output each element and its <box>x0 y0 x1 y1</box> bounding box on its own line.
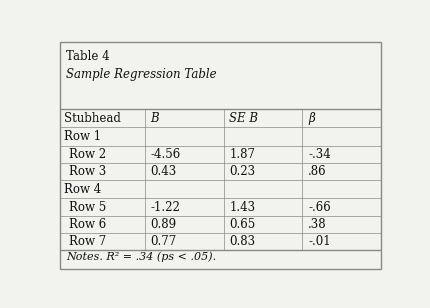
Text: 0.65: 0.65 <box>229 218 255 231</box>
Text: 0.23: 0.23 <box>229 165 255 178</box>
Text: Row 6: Row 6 <box>69 218 107 231</box>
Text: Row 5: Row 5 <box>69 201 107 214</box>
Text: B: B <box>150 112 159 125</box>
Text: Stubhead: Stubhead <box>64 112 120 125</box>
Text: Sample Regression Table: Sample Regression Table <box>66 68 216 81</box>
Text: Notes. R² = .34 (ps < .05).: Notes. R² = .34 (ps < .05). <box>66 252 216 262</box>
Text: -.66: -.66 <box>308 201 331 214</box>
Text: 0.43: 0.43 <box>150 165 177 178</box>
Text: Row 7: Row 7 <box>69 235 107 248</box>
Text: Row 1: Row 1 <box>64 130 101 143</box>
Text: SE B: SE B <box>229 112 258 125</box>
Text: .86: .86 <box>308 165 327 178</box>
Text: -.34: -.34 <box>308 148 331 161</box>
Text: .38: .38 <box>308 218 327 231</box>
Text: Row 2: Row 2 <box>69 148 107 161</box>
Text: Table 4: Table 4 <box>66 50 109 63</box>
Text: 1.87: 1.87 <box>229 148 255 161</box>
Text: 1.43: 1.43 <box>229 201 255 214</box>
Text: -1.22: -1.22 <box>150 201 181 214</box>
Text: 0.77: 0.77 <box>150 235 177 248</box>
Text: Row 4: Row 4 <box>64 183 101 196</box>
Text: Row 3: Row 3 <box>69 165 107 178</box>
Text: -.01: -.01 <box>308 235 331 248</box>
Text: 0.89: 0.89 <box>150 218 177 231</box>
Text: β: β <box>308 112 315 125</box>
Text: 0.83: 0.83 <box>229 235 255 248</box>
Text: -4.56: -4.56 <box>150 148 181 161</box>
